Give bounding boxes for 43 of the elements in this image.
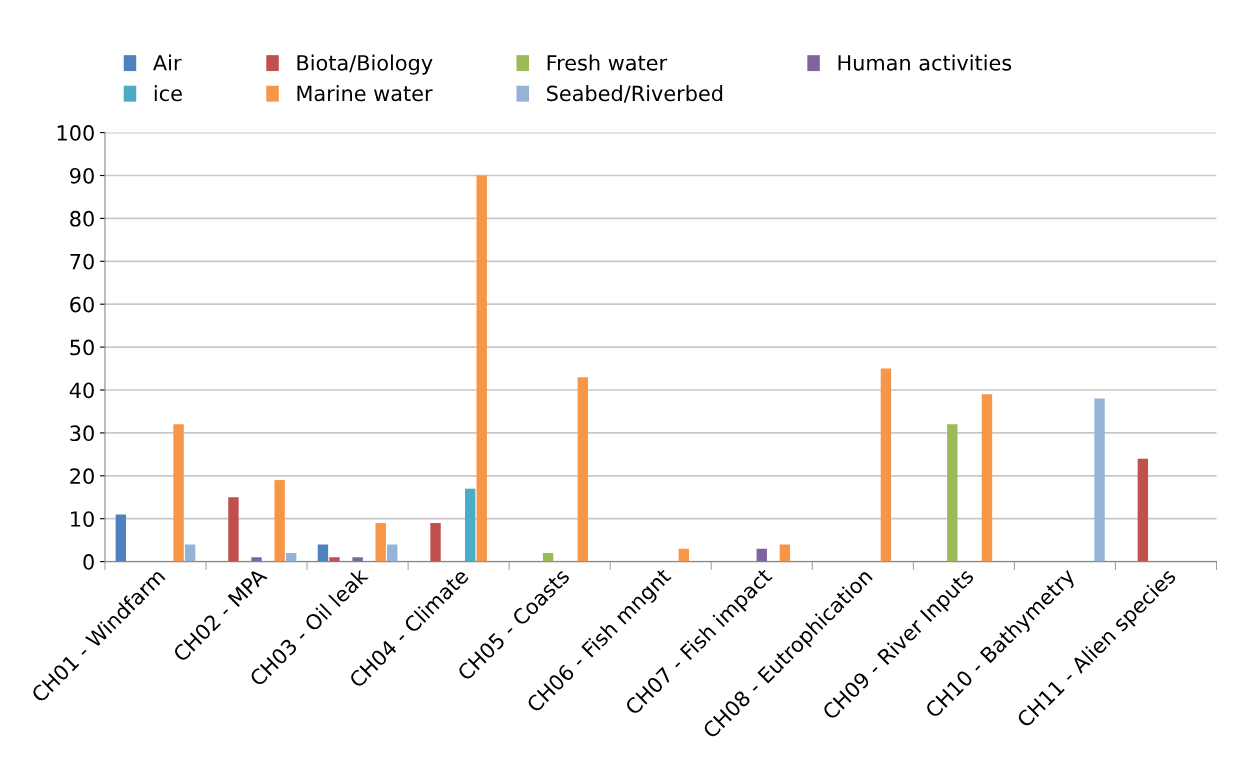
y-tick-label: 50 [70,339,94,356]
legend-label: Seabed/Riverbed [547,85,723,103]
y-tick-label: 70 [70,253,94,270]
bar [184,544,196,562]
bar [274,480,285,562]
legend-label: Human activities [838,54,1012,71]
bar [464,488,476,562]
bar [1094,398,1105,562]
y-tick-label: 10 [71,511,94,527]
bar [387,544,398,562]
bar [375,522,386,562]
bar [756,548,767,562]
bar [779,544,791,562]
bar [352,557,363,562]
legend-label: Fresh water [547,54,668,71]
y-tick-label: 60 [70,296,94,313]
legend-label: ice [154,85,182,102]
bar [476,175,487,562]
bar [317,544,329,562]
bar [577,377,588,562]
bar [173,424,184,562]
legend-label: Biota/Biology [297,54,433,75]
y-tick-label: 20 [70,468,94,485]
bar [251,557,262,562]
bar [880,368,892,562]
bar [678,548,690,562]
y-tick-label: 30 [70,425,94,442]
bar [430,522,441,562]
y-tick-label: 80 [70,210,94,227]
bar [947,424,958,562]
y-tick-label: 90 [70,167,94,184]
bar [115,514,127,562]
bar [285,553,297,562]
legend-label: Air [153,54,182,71]
y-tick-label: 0 [83,554,94,570]
bar [981,394,993,562]
bar [228,497,239,562]
bar [542,553,554,562]
y-tick-label: 100 [57,125,94,141]
bar [329,557,340,562]
y-tick-label: 40 [69,382,94,399]
bar [1137,458,1149,562]
legend-label: Marine water [297,85,433,102]
